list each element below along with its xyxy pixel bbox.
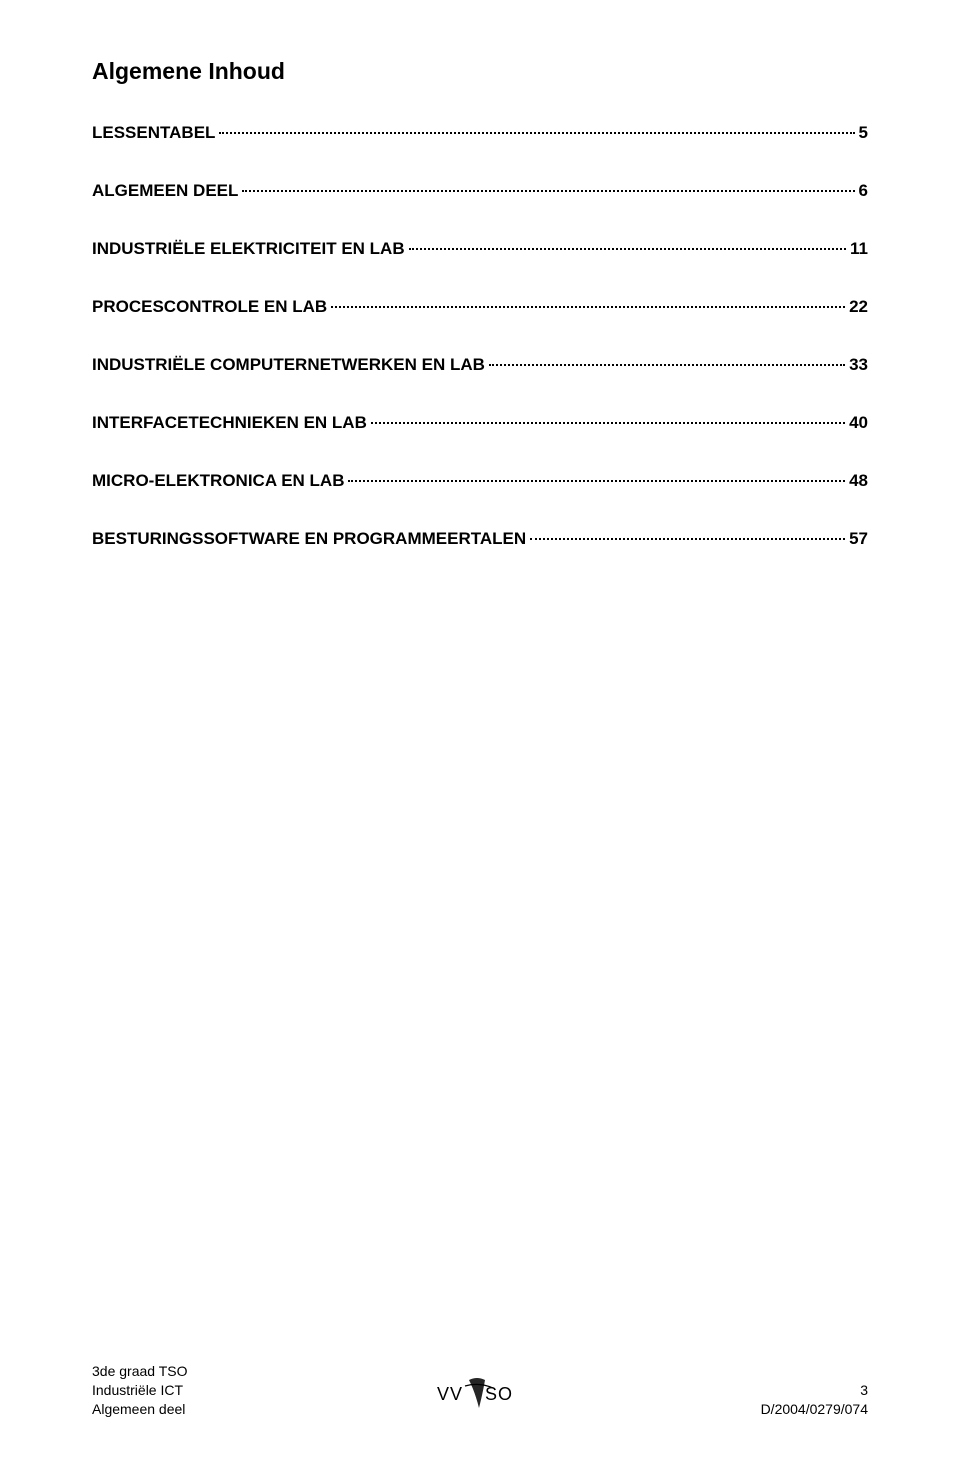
toc-label: MICRO-ELEKTRONICA EN LAB (92, 471, 344, 491)
toc-entry: BESTURINGSSOFTWARE EN PROGRAMMEERTALEN 57 (92, 527, 868, 549)
svg-text:VV: VV (437, 1384, 463, 1404)
toc-dots (409, 233, 846, 250)
toc-label: LESSENTABEL (92, 123, 215, 143)
toc-dots (219, 117, 854, 134)
toc-entry: PROCESCONTROLE EN LAB 22 (92, 295, 868, 317)
page-title: Algemene Inhoud (92, 58, 868, 85)
footer-logo: VV SO (437, 1372, 523, 1419)
toc-label: BESTURINGSSOFTWARE EN PROGRAMMEERTALEN (92, 529, 526, 549)
toc-entry: ALGEMEEN DEEL 6 (92, 179, 868, 201)
toc-dots (530, 523, 845, 540)
toc-label: ALGEMEEN DEEL (92, 181, 238, 201)
toc-page-number: 22 (849, 297, 868, 317)
footer-left-line2: Industriële ICT (92, 1381, 187, 1400)
toc-page-number: 5 (859, 123, 868, 143)
footer: 3de graad TSO Industriële ICT Algemeen d… (92, 1362, 868, 1419)
toc-entry: INTERFACETECHNIEKEN EN LAB 40 (92, 411, 868, 433)
footer-left-line3: Algemeen deel (92, 1400, 187, 1419)
footer-page-number: 3 (761, 1381, 868, 1400)
toc-entry: INDUSTRIËLE COMPUTERNETWERKEN EN LAB 33 (92, 353, 868, 375)
footer-doc-ref: D/2004/0279/074 (761, 1400, 868, 1419)
toc-page-number: 6 (859, 181, 868, 201)
footer-left-line1: 3de graad TSO (92, 1362, 187, 1381)
toc-page-number: 57 (849, 529, 868, 549)
toc-dots (348, 465, 845, 482)
toc-container: LESSENTABEL 5 ALGEMEEN DEEL 6 INDUSTRIËLE EL… (92, 121, 868, 549)
vvkso-logo-icon: VV SO (437, 1372, 523, 1416)
toc-dots (371, 407, 845, 424)
toc-label: PROCESCONTROLE EN LAB (92, 297, 327, 317)
toc-page-number: 40 (849, 413, 868, 433)
footer-left: 3de graad TSO Industriële ICT Algemeen d… (92, 1362, 187, 1419)
toc-entry: INDUSTRIËLE ELEKTRICITEIT EN LAB 11 (92, 237, 868, 259)
footer-right: 3 D/2004/0279/074 (761, 1381, 868, 1419)
toc-page-number: 33 (849, 355, 868, 375)
toc-entry: MICRO-ELEKTRONICA EN LAB 48 (92, 469, 868, 491)
toc-page-number: 11 (850, 239, 868, 259)
toc-dots (242, 175, 854, 192)
toc-dots (489, 349, 845, 366)
toc-entry: LESSENTABEL 5 (92, 121, 868, 143)
toc-page-number: 48 (849, 471, 868, 491)
toc-label: INDUSTRIËLE ELEKTRICITEIT EN LAB (92, 239, 405, 259)
toc-label: INTERFACETECHNIEKEN EN LAB (92, 413, 367, 433)
toc-dots (331, 291, 845, 308)
toc-label: INDUSTRIËLE COMPUTERNETWERKEN EN LAB (92, 355, 485, 375)
